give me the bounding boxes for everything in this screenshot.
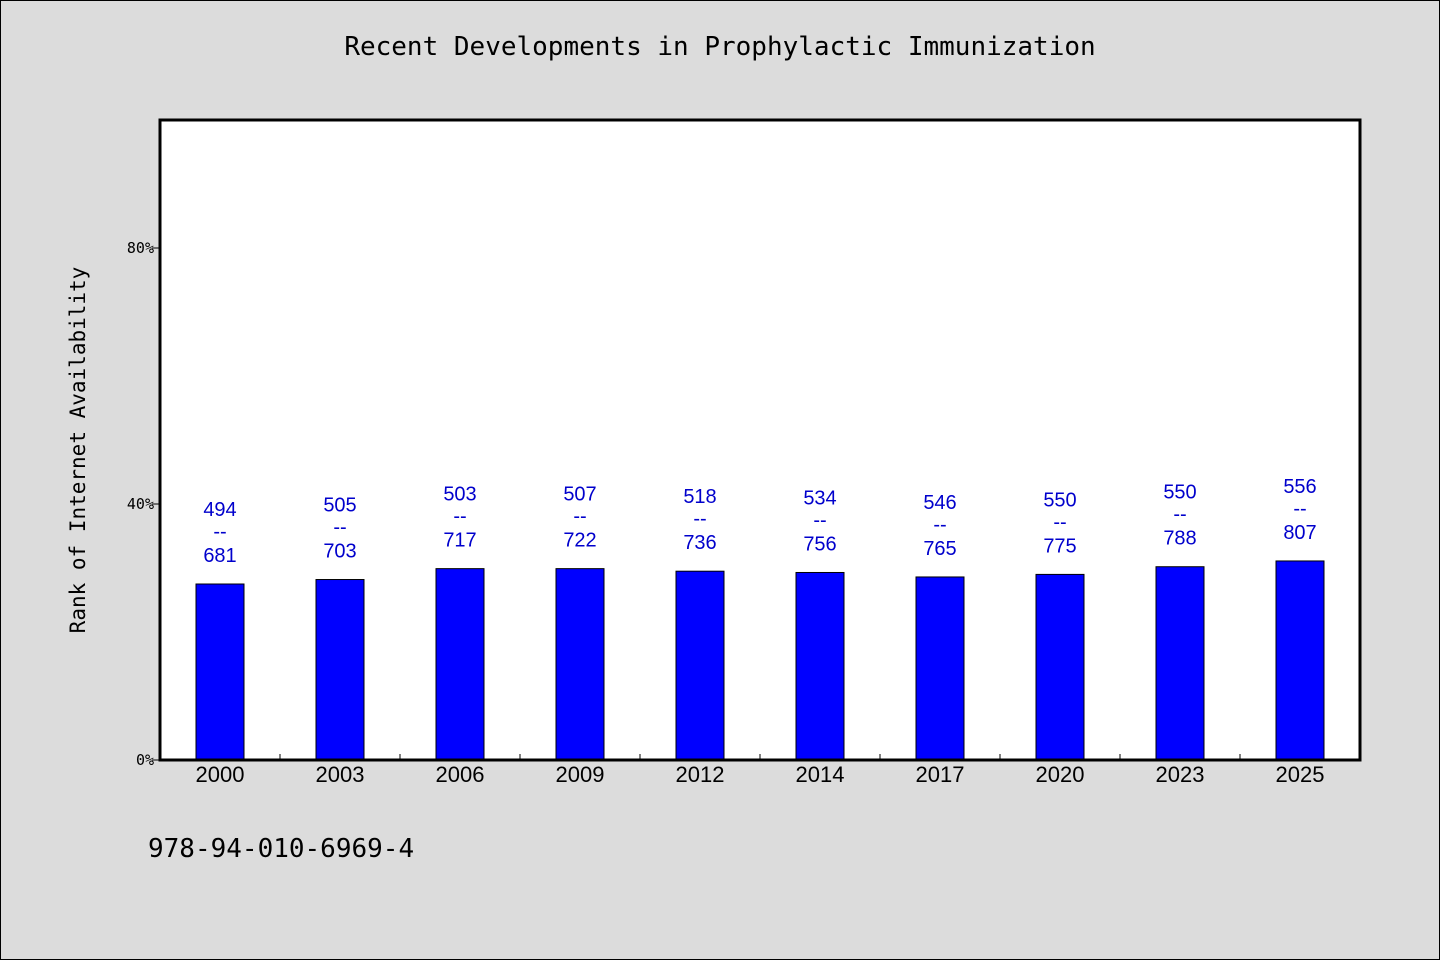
x-tick-label-2023: 2023 [1156, 762, 1205, 787]
data-label-separator-2000: -- [213, 521, 226, 543]
data-label-top-2012: 518 [683, 486, 716, 508]
data-label-top-2020: 550 [1043, 489, 1076, 511]
data-label-bottom-2006: 717 [443, 530, 476, 552]
bars-group [195, 560, 1325, 761]
data-label-separator-2020: -- [1053, 511, 1066, 533]
data-labels-group: 494--681505--703503--717507--722518--736… [203, 476, 1316, 567]
x-tick-label-2020: 2020 [1036, 762, 1085, 787]
x-tick-label-2006: 2006 [436, 762, 485, 787]
x-tick-label-2012: 2012 [676, 762, 725, 787]
data-label-bottom-2003: 703 [323, 541, 356, 563]
y-tick-label: 80% [127, 239, 154, 257]
data-label-top-2023: 550 [1163, 482, 1196, 504]
data-label-top-2017: 546 [923, 492, 956, 514]
y-axis-ticks: 0% 40% 80% [127, 239, 160, 769]
data-label-top-2009: 507 [563, 484, 596, 506]
plot-border [158, 118, 1362, 762]
data-label-bottom-2025: 807 [1283, 522, 1316, 544]
data-label-separator-2014: -- [813, 509, 826, 531]
data-label-separator-2023: -- [1173, 504, 1186, 526]
data-label-top-2025: 556 [1283, 476, 1316, 498]
data-label-bottom-2009: 722 [563, 530, 596, 552]
y-tick-label: 40% [127, 495, 154, 513]
data-label-bottom-2014: 756 [803, 533, 836, 555]
data-label-top-2000: 494 [203, 499, 236, 521]
data-label-bottom-2000: 681 [203, 545, 236, 567]
x-tick-label-2014: 2014 [796, 762, 845, 787]
data-label-bottom-2023: 788 [1163, 528, 1196, 550]
x-tick-label-2003: 2003 [316, 762, 365, 787]
bar-2012 [675, 570, 725, 761]
isbn-footnote: 978-94-010-6969-4 [148, 834, 415, 864]
bar-2020 [1035, 573, 1085, 761]
data-label-separator-2017: -- [933, 514, 946, 536]
bar-2003 [315, 579, 365, 761]
data-label-top-2014: 534 [803, 487, 836, 509]
x-tick-label-2000: 2000 [196, 762, 245, 787]
data-label-separator-2009: -- [573, 506, 586, 528]
data-label-top-2006: 503 [443, 484, 476, 506]
bar-2017 [915, 576, 965, 761]
x-tick-label-2009: 2009 [556, 762, 605, 787]
bar-2014 [795, 571, 845, 761]
bar-2023 [1155, 566, 1205, 761]
data-label-bottom-2012: 736 [683, 532, 716, 554]
data-label-separator-2025: -- [1293, 498, 1306, 520]
bar-2006 [435, 568, 485, 761]
y-tick-label: 0% [136, 751, 154, 769]
x-tick-label-2017: 2017 [916, 762, 965, 787]
data-label-bottom-2017: 765 [923, 538, 956, 560]
bar-2000 [195, 583, 245, 761]
data-label-separator-2006: -- [453, 506, 466, 528]
data-label-top-2003: 505 [323, 495, 356, 517]
data-label-bottom-2020: 775 [1043, 535, 1076, 557]
data-label-separator-2012: -- [693, 508, 706, 530]
bar-2025 [1275, 560, 1325, 761]
chart-title: Recent Developments in Prophylactic Immu… [344, 32, 1096, 62]
x-tick-label-2025: 2025 [1276, 762, 1325, 787]
data-label-separator-2003: -- [333, 517, 346, 539]
bar-2009 [555, 568, 605, 761]
